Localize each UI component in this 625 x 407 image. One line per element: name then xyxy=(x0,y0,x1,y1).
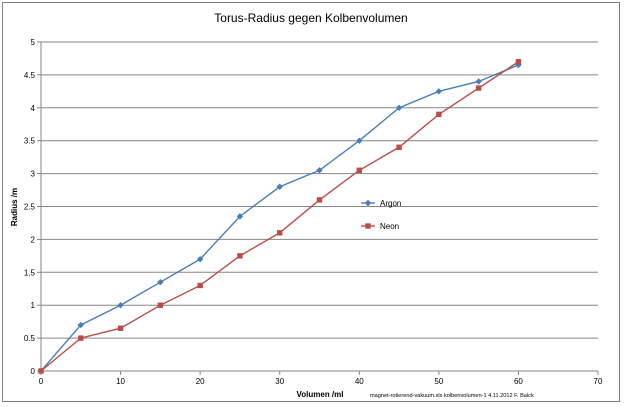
data-point-argon xyxy=(236,213,244,220)
data-point-neon xyxy=(475,85,482,91)
y-tick-label: 3.5 xyxy=(24,137,36,146)
data-point-neon xyxy=(197,282,203,289)
series-argon xyxy=(37,61,522,375)
series-neon xyxy=(38,59,522,374)
data-point-neon xyxy=(78,335,84,341)
x-axis-label: Volumen /ml xyxy=(297,390,344,399)
plot-series xyxy=(37,59,522,375)
x-tick-label: 70 xyxy=(594,377,603,386)
gridlines xyxy=(41,41,598,339)
data-point-argon xyxy=(157,278,164,286)
y-tick-label: 4.5 xyxy=(24,71,36,80)
x-tick-label: 30 xyxy=(275,377,284,386)
legend-marker-argon xyxy=(364,199,372,207)
data-point-neon xyxy=(436,111,442,118)
data-point-neon xyxy=(38,368,44,374)
chart-title: Torus-Radius gegen Kolbenvolumen xyxy=(214,11,407,25)
data-point-neon xyxy=(316,197,323,203)
y-tick-label: 4 xyxy=(31,104,36,113)
data-point-argon xyxy=(196,255,204,263)
chart-frame: Torus-Radius gegen Kolbenvolumen 0 0.5 1 1.… xyxy=(2,2,620,402)
legend-label-argon: Argon xyxy=(380,199,401,208)
y-axis-ticks: 0 0.5 1 1.5 2 2.5 3 3.5 4 4.5 5 xyxy=(24,38,41,376)
y-tick-label: 3 xyxy=(31,170,36,179)
footnote: magnet-rotierend-vakuum.xls kolbenvolume… xyxy=(370,393,534,399)
x-tick-label: 0 xyxy=(39,377,44,386)
x-tick-label: 20 xyxy=(196,377,205,386)
data-point-argon xyxy=(117,302,124,309)
x-tick-label: 40 xyxy=(355,377,364,386)
data-point-argon xyxy=(276,183,283,190)
y-tick-label: 5 xyxy=(31,38,36,47)
data-point-argon xyxy=(395,104,403,111)
x-tick-label: 60 xyxy=(514,377,523,386)
y-axis-label: Radius /m xyxy=(10,188,19,226)
x-tick-label: 10 xyxy=(116,377,125,386)
y-tick-label: 2 xyxy=(31,235,36,244)
y-tick-label: 1 xyxy=(31,301,36,310)
y-tick-label: 2.5 xyxy=(24,203,36,212)
data-point-neon xyxy=(515,59,522,65)
chart: Torus-Radius gegen Kolbenvolumen 0 0.5 1 1.… xyxy=(10,11,603,399)
y-tick-label: 1.5 xyxy=(24,268,36,277)
data-point-neon xyxy=(157,302,164,308)
data-point-neon xyxy=(277,230,283,236)
data-point-neon xyxy=(237,253,243,259)
legend-item-argon: Argon xyxy=(361,199,401,208)
data-point-argon xyxy=(316,167,323,174)
legend-marker-neon xyxy=(365,223,371,229)
data-point-argon xyxy=(356,137,363,144)
x-axis-ticks: 0 10 20 30 40 50 60 70 xyxy=(39,371,603,386)
data-point-argon xyxy=(77,321,84,329)
y-tick-label: 0.5 xyxy=(24,334,36,343)
data-point-argon xyxy=(475,78,482,85)
data-point-neon xyxy=(356,167,362,174)
legend-label-neon: Neon xyxy=(380,222,399,231)
data-point-neon xyxy=(396,144,402,150)
data-point-neon xyxy=(117,325,124,331)
legend: Argon Neon xyxy=(361,199,401,231)
series-line-argon xyxy=(40,64,519,372)
y-tick-label: 0 xyxy=(31,367,36,376)
legend-item-neon: Neon xyxy=(361,222,399,231)
x-tick-label: 50 xyxy=(434,377,443,386)
data-point-argon xyxy=(435,88,443,95)
